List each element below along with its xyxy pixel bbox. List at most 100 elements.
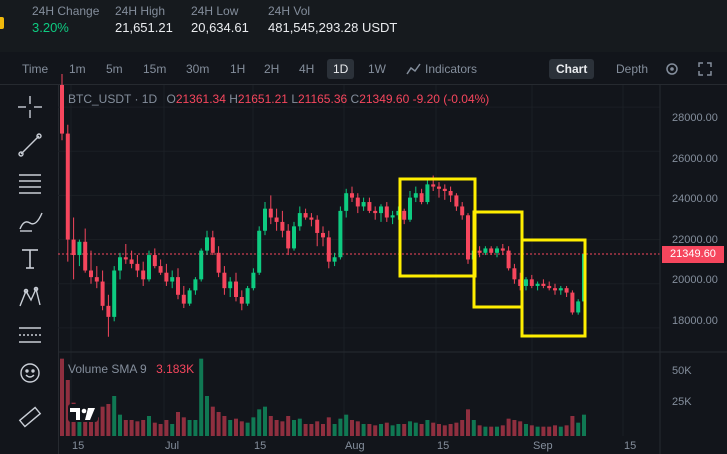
candle (112, 266, 117, 322)
candle (234, 272, 238, 302)
candle (413, 186, 418, 203)
candle (344, 188, 349, 218)
candle (338, 206, 343, 260)
brush-icon[interactable] (16, 209, 44, 233)
volume-bar (338, 418, 343, 436)
volume-bar (541, 426, 546, 436)
candle (419, 188, 424, 205)
close-value: 21349.60 (359, 92, 410, 106)
volume-bar (274, 420, 279, 436)
indicators-button[interactable]: Indicators (425, 62, 478, 76)
candle (506, 246, 511, 271)
volume-bar (205, 396, 209, 436)
volume-bar (477, 425, 482, 436)
volume-bar (135, 421, 140, 436)
pattern-icon[interactable] (16, 285, 44, 309)
time-tick: 15 (254, 440, 267, 452)
volume-bar (141, 420, 146, 436)
interval-1m[interactable]: 1m (69, 62, 86, 76)
candle (199, 248, 204, 282)
candle (158, 259, 163, 275)
candle (442, 184, 447, 200)
volume-bar (118, 414, 122, 436)
volume-bar (210, 406, 215, 436)
volume-bar (518, 421, 523, 436)
volume-bar (303, 424, 308, 436)
time-tick: Aug (345, 440, 365, 452)
interval-4h[interactable]: 4H (299, 62, 315, 76)
interval-1h[interactable]: 1H (230, 62, 246, 76)
volume-bar (529, 425, 534, 436)
time-tick: Sep (533, 440, 553, 452)
volume-bar (257, 409, 262, 436)
candle (402, 208, 407, 225)
volume-bar (524, 424, 528, 436)
interval-5m[interactable]: 5m (106, 62, 123, 76)
interval-1w[interactable]: 1W (368, 62, 386, 76)
stat-24h-high: 24H High 21,651.21 (115, 4, 173, 36)
stat-label: 24H Vol (268, 4, 311, 18)
volume-bar (413, 422, 418, 436)
horizontal-lines-icon[interactable] (16, 171, 44, 195)
volume-bar (553, 425, 557, 436)
low-key: L (291, 92, 298, 106)
candle (576, 299, 581, 315)
volume-bar (506, 418, 511, 436)
volume-bar (158, 424, 163, 436)
candle (187, 288, 192, 306)
candle (193, 277, 198, 295)
chart-tab[interactable]: Chart (549, 59, 595, 79)
candle (564, 285, 569, 297)
fullscreen-icon[interactable] (697, 59, 713, 79)
ruler-icon[interactable] (16, 405, 44, 429)
stat-24h-change: 24H Change 3.20% (32, 4, 99, 36)
volume-bar (89, 416, 93, 436)
indicators-icon[interactable] (406, 59, 422, 79)
open-value: 21361.34 (175, 92, 226, 106)
depth-tab[interactable]: Depth (616, 62, 649, 76)
candle (245, 285, 250, 306)
price-tick: 20000.00 (672, 274, 718, 286)
candle (529, 274, 534, 289)
volume-bar (384, 422, 389, 436)
volume-bar (419, 424, 424, 436)
time-tick: 15 (72, 440, 85, 452)
candle (541, 279, 546, 289)
text-tool-icon[interactable] (16, 247, 44, 271)
interval-15m[interactable]: 15m (143, 62, 167, 76)
volume-bar (152, 422, 157, 436)
tradingview-logo (68, 404, 98, 422)
ohlc-legend: BTC_USDT · 1D O21361.34 H21651.21 L21165… (68, 92, 489, 106)
measure-icon[interactable] (16, 323, 44, 347)
time-tick: 15 (437, 440, 450, 452)
candle (332, 252, 337, 267)
candle (483, 246, 488, 256)
candle (361, 197, 366, 211)
volume-bar (547, 426, 552, 436)
gear-icon[interactable] (664, 59, 680, 79)
volume-bar (193, 420, 198, 436)
interval-1d[interactable]: 1D (327, 59, 355, 79)
volume-bar (112, 396, 117, 436)
volume-bar (199, 358, 204, 436)
highlight-box (398, 177, 477, 278)
interval-2h[interactable]: 2H (264, 62, 280, 76)
candle (65, 124, 70, 262)
trend-line-icon[interactable] (16, 133, 44, 157)
volume-bar (495, 426, 499, 436)
volume-bar (431, 422, 436, 436)
stat-24h-vol: 24H Vol 481,545,293.28 USDT (268, 4, 397, 36)
volume-bar (582, 414, 586, 436)
smiley-icon[interactable] (16, 361, 44, 385)
candle (454, 193, 459, 211)
candle (373, 206, 378, 220)
crosshair-icon[interactable] (16, 95, 44, 119)
coin-logo-icon (0, 17, 4, 29)
volume-bar (170, 424, 175, 436)
volume-bar (361, 424, 366, 436)
interval-30m[interactable]: 30m (186, 62, 210, 76)
candle (321, 226, 325, 247)
candle (408, 191, 412, 222)
candle (396, 206, 401, 220)
